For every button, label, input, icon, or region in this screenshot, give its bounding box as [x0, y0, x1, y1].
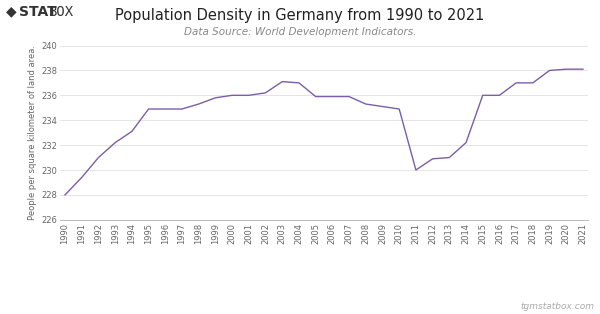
Text: BOX: BOX: [49, 5, 74, 19]
Text: tgmstatbox.com: tgmstatbox.com: [520, 302, 594, 311]
Text: Population Density in Germany from 1990 to 2021: Population Density in Germany from 1990 …: [115, 8, 485, 23]
Text: Data Source: World Development Indicators.: Data Source: World Development Indicator…: [184, 27, 416, 37]
Text: ◆: ◆: [6, 5, 22, 19]
Y-axis label: People per square kilometer of land area.: People per square kilometer of land area…: [28, 45, 37, 220]
Text: STAT: STAT: [19, 5, 57, 19]
